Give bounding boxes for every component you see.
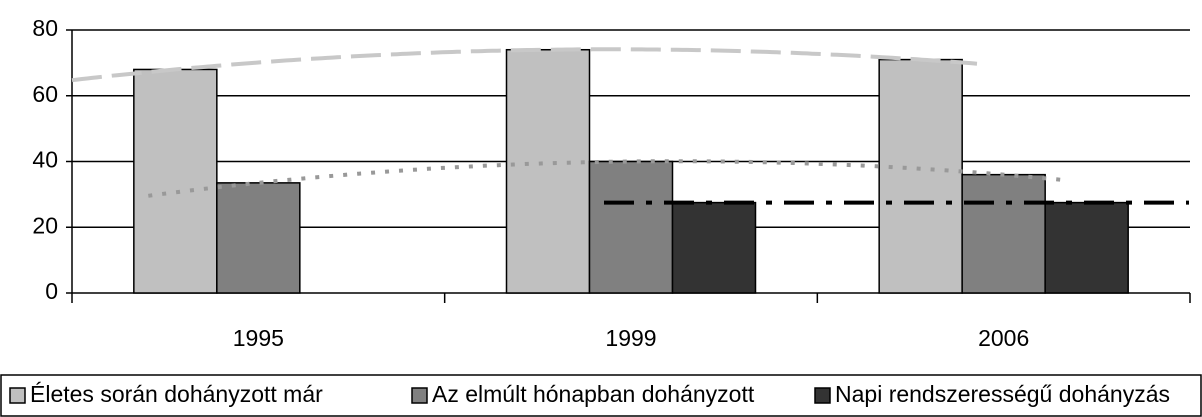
x-tick-label: 1999 — [605, 325, 656, 351]
x-tick-label: 1995 — [233, 325, 284, 351]
bar — [505, 48, 591, 294]
bar — [133, 68, 218, 294]
trendline — [71, 47, 978, 83]
x-tick-label: 2006 — [978, 325, 1029, 351]
bar — [961, 173, 1046, 294]
legend-label: Az elmúlt hónapban dohányzott — [432, 381, 755, 407]
y-tick-label: 40 — [32, 147, 58, 173]
bar — [216, 182, 301, 294]
bar — [588, 160, 674, 294]
legend-swatch — [814, 387, 831, 404]
legend-label: Életes során dohányzott már — [30, 381, 323, 407]
bar — [878, 58, 963, 294]
y-tick-label: 60 — [32, 81, 58, 107]
bar — [671, 201, 757, 294]
legend-label: Napi rendszerességű dohányzás — [835, 381, 1170, 407]
legend-swatch — [411, 387, 428, 404]
bar — [1044, 201, 1129, 294]
y-tick-label: 0 — [45, 278, 58, 304]
legend-box — [0, 374, 1202, 417]
y-tick-label: 80 — [32, 15, 58, 41]
y-tick-label: 20 — [32, 212, 58, 238]
legend-swatch — [9, 387, 26, 404]
